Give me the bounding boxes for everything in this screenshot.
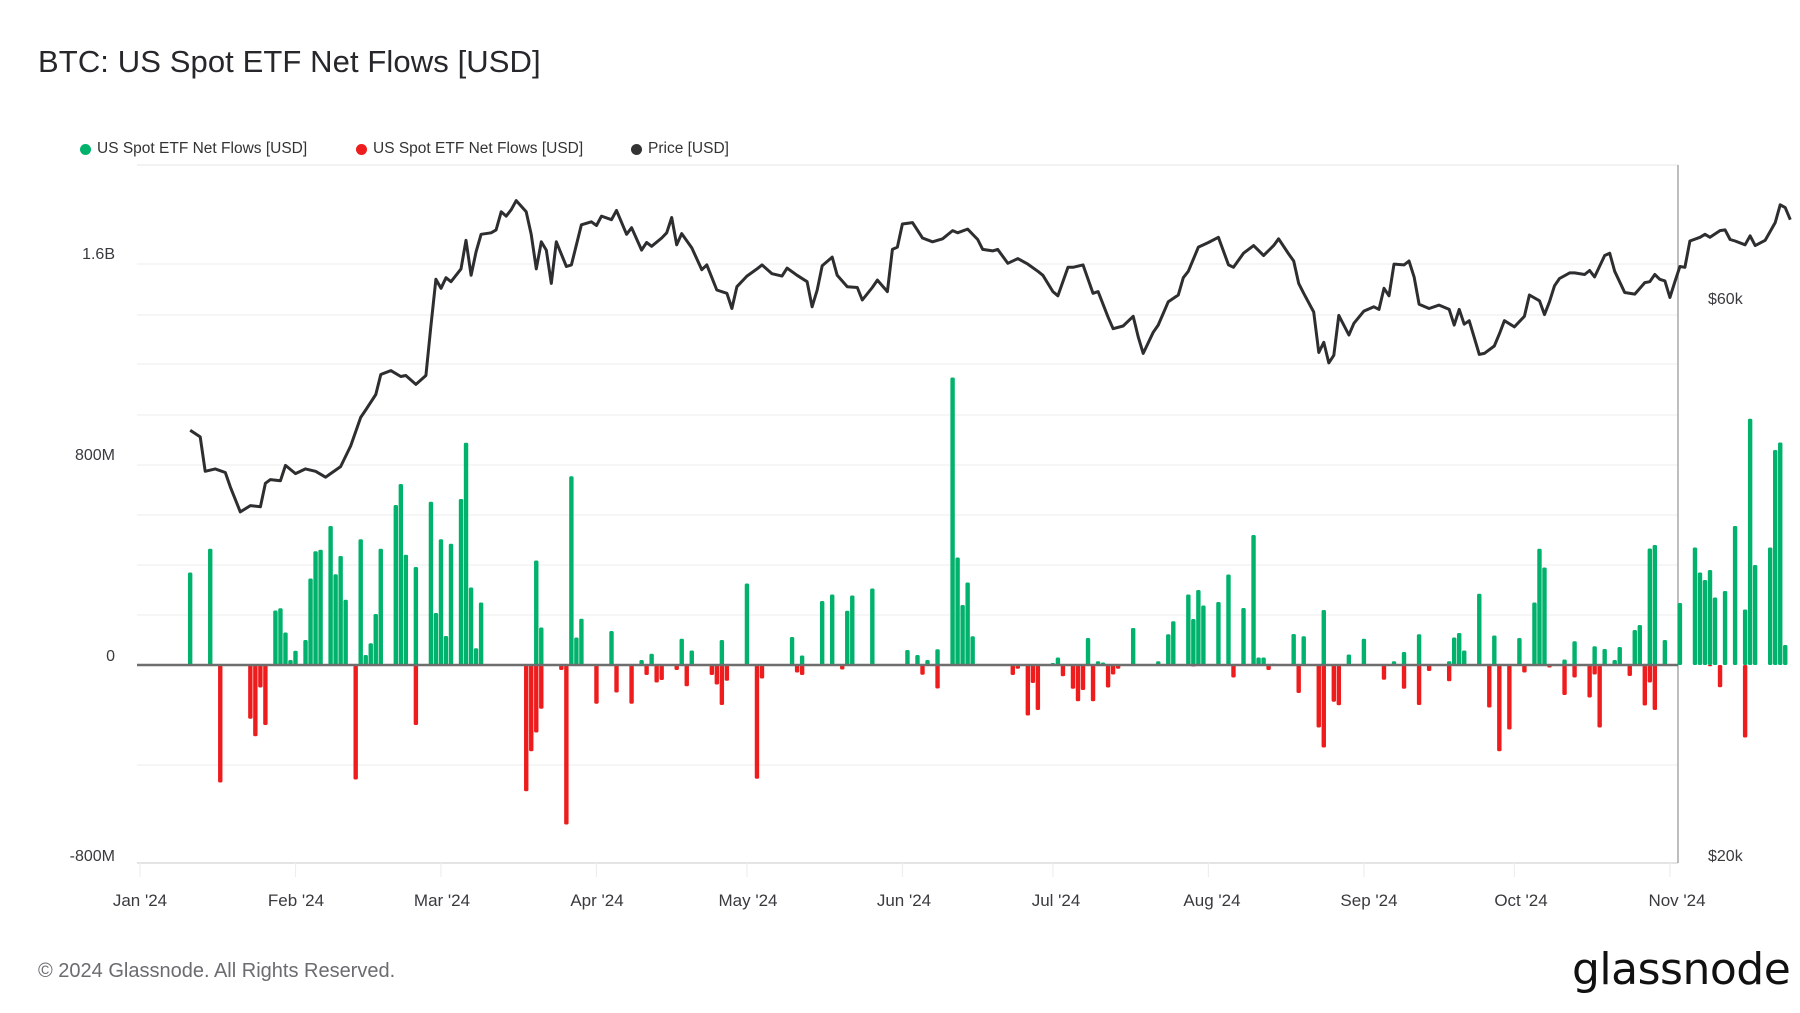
legend-label-outflows: US Spot ETF Net Flows [USD] — [373, 140, 584, 157]
legend-item-inflows[interactable]: US Spot ETF Net Flows [USD] — [80, 140, 307, 158]
copyright-text: © 2024 Glassnode. All Rights Reserved. — [38, 960, 396, 982]
x-tick-nov: Nov '24 — [1648, 891, 1706, 910]
x-tick-feb: Feb '24 — [267, 891, 325, 910]
legend-label-price: Price [USD] — [648, 140, 729, 157]
x-tick-may: May '24 — [718, 891, 778, 910]
price-line — [189, 199, 1792, 514]
y-tick-800m: 800M — [74, 447, 115, 464]
x-tick-aug: Aug '24 — [1183, 891, 1241, 910]
y-right-tick-60k: $60k — [1708, 291, 1743, 308]
green-dot-icon — [80, 143, 91, 155]
dark-dot-icon — [631, 143, 642, 155]
x-tick-jul: Jul '24 — [1031, 891, 1081, 910]
x-axis-ticks — [139, 863, 1671, 877]
x-tick-jan: Jan '24 — [112, 891, 168, 910]
glassnode-logo[interactable]: glassnode — [1572, 944, 1791, 995]
legend-item-price[interactable]: Price [USD] — [631, 140, 729, 158]
legend-label-inflows: US Spot ETF Net Flows [USD] — [97, 140, 308, 157]
legend-item-outflows[interactable]: US Spot ETF Net Flows [USD] — [356, 140, 583, 158]
y-tick-1-6b: 1.6B — [82, 246, 115, 263]
y-right-tick-20k: $20k — [1708, 848, 1743, 865]
x-tick-mar: Mar '24 — [413, 891, 471, 910]
chart-title: BTC: US Spot ETF Net Flows [USD] — [38, 44, 541, 79]
y-tick-neg-800m: -800M — [69, 848, 115, 865]
x-tick-sep: Sep '24 — [1340, 891, 1398, 910]
y-tick-0: 0 — [106, 648, 115, 665]
x-tick-oct: Oct '24 — [1494, 891, 1548, 910]
x-tick-jun: Jun '24 — [876, 891, 932, 910]
x-tick-apr: Apr '24 — [570, 891, 624, 910]
red-dot-icon — [356, 143, 367, 155]
gridlines — [137, 263, 1678, 864]
flow-bars — [187, 377, 1788, 825]
